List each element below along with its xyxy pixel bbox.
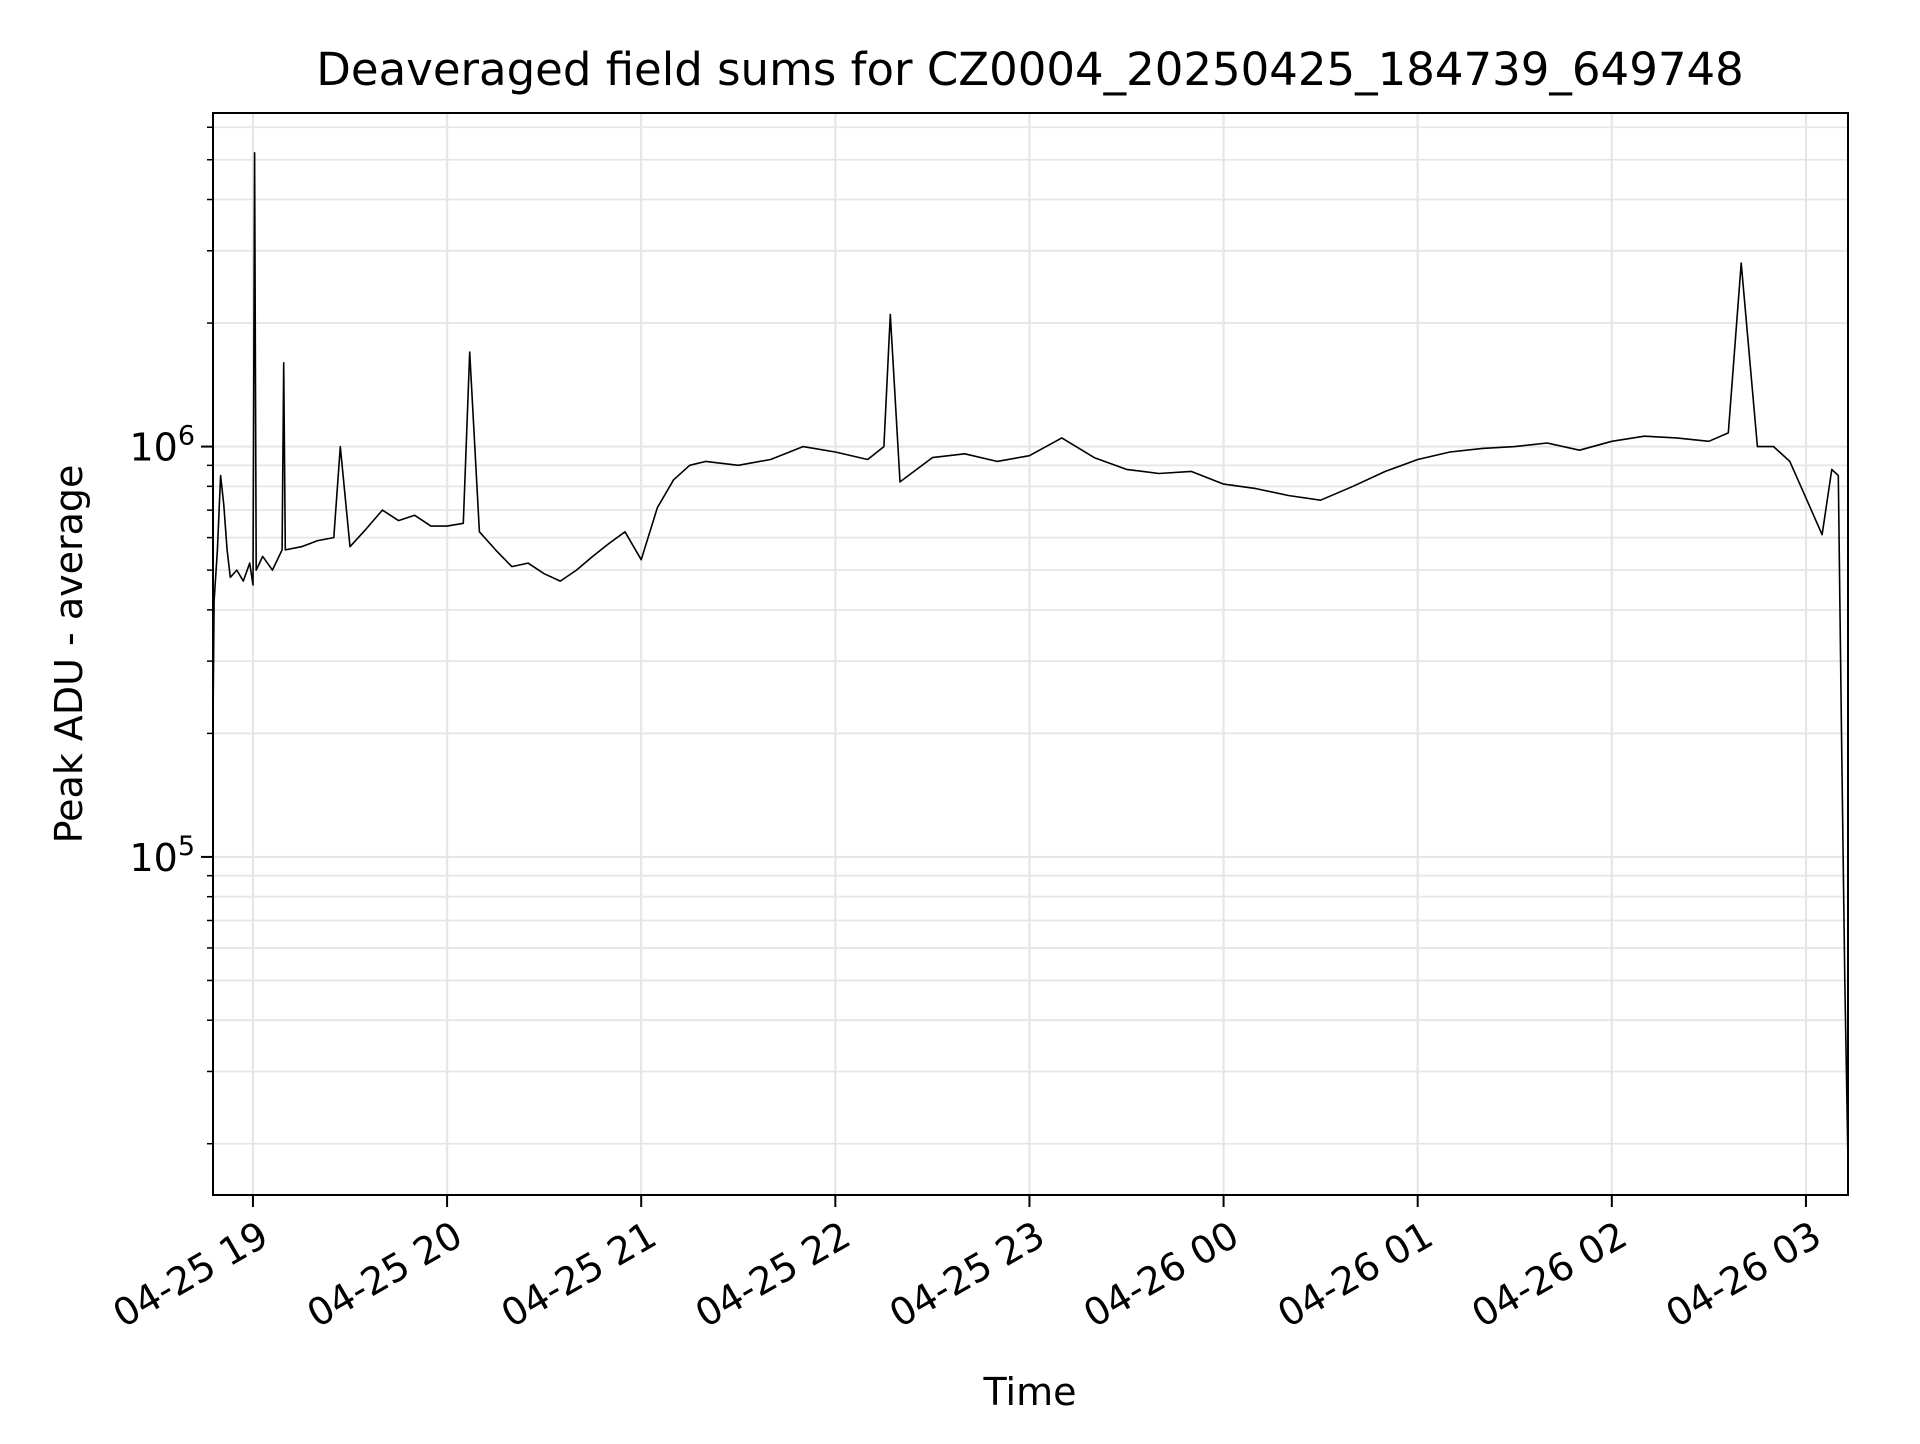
y-tick-label: 105 (129, 831, 195, 880)
x-axis-label: Time (983, 1370, 1077, 1414)
data-series-line (212, 152, 1849, 1163)
y-tick-label: 106 (129, 421, 195, 470)
plot-frame (212, 112, 1849, 1196)
y-axis-label: Peak ADU - average (47, 465, 91, 844)
series-line-group (212, 152, 1849, 1163)
grid-lines (213, 113, 1848, 1195)
chart-title: Deaveraged field sums for CZ0004_2025042… (316, 43, 1743, 96)
